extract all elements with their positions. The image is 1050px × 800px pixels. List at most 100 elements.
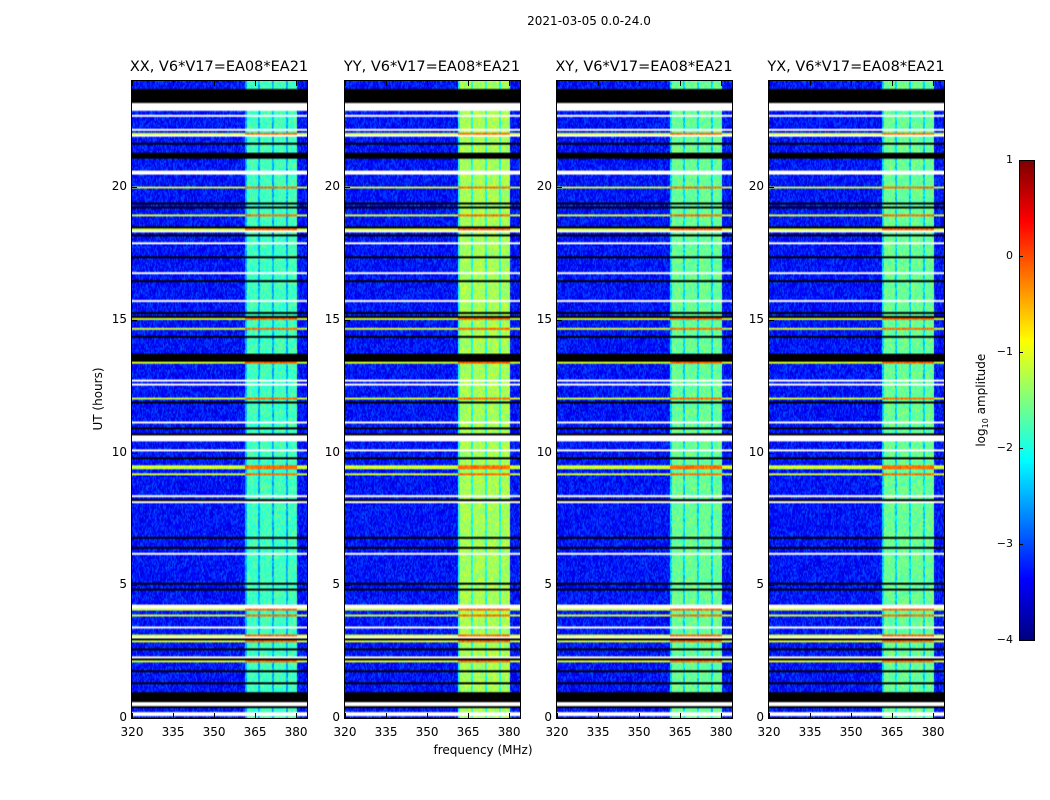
y-tick-label: 10 (748, 444, 764, 459)
panel-title: YX, V6*V17=EA08*EA21 (767, 59, 945, 75)
y-tick-mark (769, 452, 774, 454)
x-tick-mark (386, 81, 388, 86)
x-tick-label: 380 (497, 725, 521, 739)
y-tick-mark (345, 452, 350, 454)
x-tick-label: 320 (545, 725, 569, 739)
y-tick-label: 0 (544, 710, 552, 724)
y-tick-mark (345, 187, 350, 189)
y-tick-mark (132, 452, 137, 454)
y-tick-label: 0 (119, 710, 127, 724)
y-tick-mark (132, 585, 137, 587)
x-tick-mark (345, 81, 346, 86)
y-tick-mark (132, 187, 137, 189)
y-tick-mark (557, 319, 562, 321)
x-tick-mark (933, 713, 935, 718)
x-tick-label: 320 (757, 725, 781, 739)
x-tick-mark (214, 81, 216, 86)
panel-title: XY, V6*V17=EA08*EA21 (555, 59, 733, 75)
waterfall-image (557, 81, 732, 718)
colorbar-tick-mark (1019, 160, 1023, 161)
x-tick-mark (557, 81, 558, 86)
waterfall-panel-2: 320 335 350 365 380 0 5 10 15 20 (537, 80, 733, 739)
y-tick-mark (769, 187, 774, 189)
y-tick-label: 15 (324, 311, 340, 326)
x-tick-mark (557, 713, 558, 718)
y-tick-mark (769, 319, 774, 321)
waterfall-panel-0: 320 335 350 365 380 0 5 10 15 20 (112, 80, 308, 739)
x-tick-mark (386, 713, 388, 718)
colorbar (1019, 160, 1035, 641)
x-tick-label: 320 (333, 725, 357, 739)
y-tick-mark (345, 718, 350, 719)
x-tick-mark (509, 713, 511, 718)
y-tick-mark (557, 187, 562, 189)
y-tick-label: 15 (748, 311, 764, 326)
x-tick-mark (933, 81, 935, 86)
y-tick-label: 5 (332, 577, 340, 592)
x-tick-label: 350 (627, 725, 651, 739)
colorbar-label: log10 amplitude (973, 353, 991, 447)
y-tick-label: 20 (536, 179, 552, 194)
x-tick-mark (680, 713, 682, 718)
y-tick-label: 20 (111, 179, 127, 194)
x-tick-label: 380 (709, 725, 733, 739)
panel-title: YY, V6*V17=EA08*EA21 (343, 59, 521, 75)
colorbar-tick-mark (1019, 544, 1023, 545)
x-tick-mark (680, 81, 682, 86)
x-tick-mark (769, 81, 770, 86)
y-tick-label: 20 (748, 179, 764, 194)
x-tick-mark (345, 713, 346, 718)
waterfall-panel-1: 320 335 350 365 380 0 5 10 15 20 (325, 80, 521, 739)
x-tick-label: 335 (798, 725, 822, 739)
x-tick-label: 365 (880, 725, 904, 739)
x-tick-mark (721, 713, 723, 718)
y-tick-mark (132, 319, 137, 321)
x-tick-mark (810, 81, 812, 86)
y-tick-mark (132, 718, 137, 719)
colorbar-tick-label: 1 (1006, 153, 1013, 166)
figure-title: 2021-03-05 0.0-24.0 (527, 14, 651, 28)
x-tick-label: 365 (456, 725, 480, 739)
x-tick-mark (598, 81, 600, 86)
x-tick-mark (468, 81, 470, 86)
x-tick-mark (851, 81, 853, 86)
y-tick-label: 10 (324, 444, 340, 459)
colorbar-tick-mark (1019, 352, 1023, 353)
y-tick-mark (769, 718, 774, 719)
x-tick-label: 350 (415, 725, 439, 739)
y-tick-label: 0 (756, 710, 764, 724)
y-tick-label: 0 (332, 710, 340, 724)
y-axis-label: UT (hours) (91, 367, 105, 431)
y-tick-mark (345, 585, 350, 587)
colorbar-gradient (1020, 161, 1034, 640)
y-tick-label: 5 (119, 577, 127, 592)
x-tick-mark (639, 713, 641, 718)
y-tick-label: 10 (536, 444, 552, 459)
y-tick-label: 15 (111, 311, 127, 326)
x-tick-mark (427, 81, 429, 86)
y-tick-label: 10 (111, 444, 127, 459)
x-axis-label: frequency (MHz) (433, 743, 533, 757)
x-tick-label: 335 (374, 725, 398, 739)
x-tick-label: 380 (921, 725, 945, 739)
colorbar-tick-mark (1019, 448, 1023, 449)
x-tick-mark (173, 81, 175, 86)
x-tick-mark (255, 713, 257, 718)
y-tick-mark (769, 585, 774, 587)
x-tick-label: 380 (284, 725, 308, 739)
x-tick-label: 335 (161, 725, 185, 739)
x-tick-mark (296, 81, 298, 86)
colorbar-tick-mark (1019, 256, 1023, 257)
x-tick-mark (892, 81, 894, 86)
colorbar-tick-label: −4 (996, 633, 1013, 646)
x-tick-mark (173, 713, 175, 718)
x-tick-mark (769, 713, 770, 718)
y-tick-mark (557, 452, 562, 454)
x-tick-mark (132, 713, 133, 718)
colorbar-tick-mark (1019, 640, 1023, 641)
x-tick-label: 320 (120, 725, 144, 739)
x-tick-mark (509, 81, 511, 86)
x-tick-mark (721, 81, 723, 86)
x-tick-label: 350 (202, 725, 226, 739)
